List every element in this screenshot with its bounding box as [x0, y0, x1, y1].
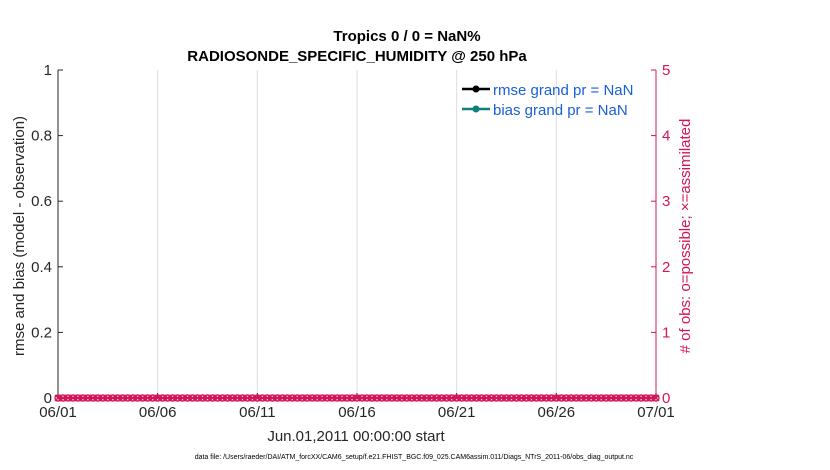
y-tick-label: 1: [44, 62, 52, 79]
right-y-tick-label: 3: [662, 193, 670, 210]
right-y-tick-label: 2: [662, 259, 670, 276]
y-tick-label: 0: [44, 390, 52, 407]
x-tick-label: 06/16: [338, 404, 376, 421]
x-tick-label: 06/06: [139, 404, 177, 421]
chart-title: Tropics 0 / 0 = NaN%: [333, 28, 480, 45]
x-ticks: 06/01 06/06 06/11 06/16 06/21 06/26 07/01: [39, 393, 675, 421]
y-tick-label: 0.4: [31, 259, 52, 276]
y-tick-label: 0.2: [31, 324, 52, 341]
legend-label-rmse: rmse grand pr = NaN: [493, 82, 633, 99]
legend-label-bias: bias grand pr = NaN: [493, 102, 628, 119]
right-y-tick-label: 4: [662, 128, 670, 145]
right-y-tick-label: 0: [662, 390, 670, 407]
x-axis-label: Jun.01,2011 00:00:00 start: [267, 428, 445, 445]
y-tick-label: 0.8: [31, 128, 52, 145]
left-y-ticks: 0 0.2 0.4 0.6 0.8 1: [31, 62, 63, 407]
right-y-axis-label: # of obs: o=possible; ×=assimilated: [677, 119, 694, 354]
grid-lines: [157, 70, 557, 398]
obs-count-markers: [54, 394, 660, 402]
legend-marker-rmse: [472, 85, 480, 93]
right-y-tick-label: 5: [662, 62, 670, 79]
x-tick-label: 06/01: [39, 404, 77, 421]
legend-marker-bias: [472, 105, 480, 113]
x-tick-label: 06/11: [239, 404, 275, 421]
right-y-tick-label: 1: [662, 324, 670, 341]
legend: rmse grand pr = NaN bias grand pr = NaN: [462, 82, 633, 119]
x-tick-label: 07/01: [637, 404, 675, 421]
x-tick-label: 06/21: [438, 404, 476, 421]
chart-subtitle: RADIOSONDE_SPECIFIC_HUMIDITY @ 250 hPa: [187, 48, 527, 65]
y-axis-label: rmse and bias (model - observation): [11, 116, 28, 356]
data-file-footnote: data file: /Users/raeder/DAI/ATM_forcXX/…: [195, 454, 634, 461]
x-tick-label: 06/26: [538, 404, 576, 421]
y-tick-label: 0.6: [31, 193, 52, 210]
